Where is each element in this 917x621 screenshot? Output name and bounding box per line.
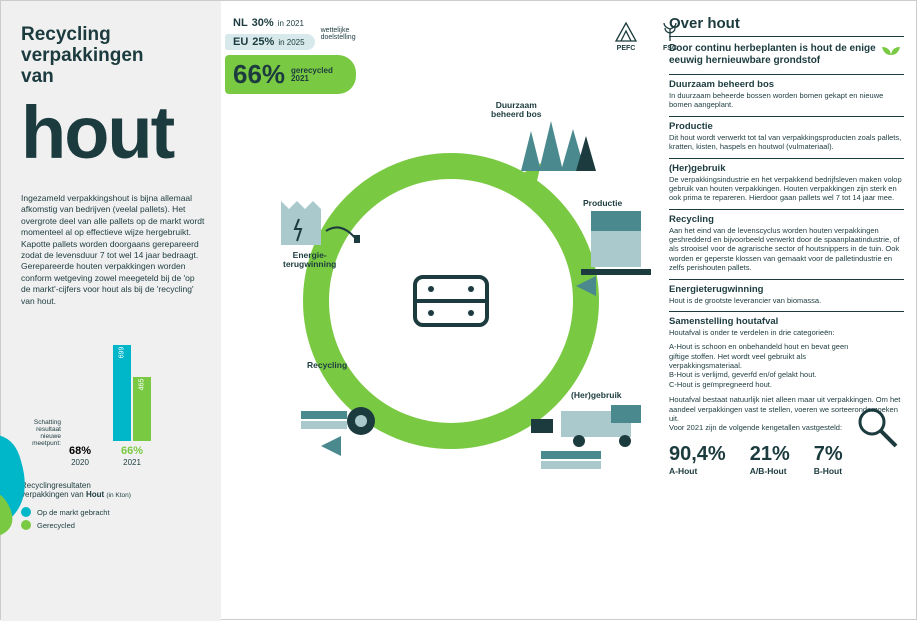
bar-recycled: 465 (133, 377, 151, 441)
bar-pct-2020: 68% (69, 445, 91, 457)
section-text: Houtafval is onder te verdelen in drie c… (669, 328, 904, 337)
stat-big: 66% gerecycled 2021 (225, 55, 356, 94)
section-text: In duurzaam beheerde bossen worden bomen… (669, 91, 904, 110)
stage-label: Duurzaam beheerd bos (491, 101, 542, 119)
bar-pct-2021: 66% (121, 445, 143, 457)
comp-pct: 90,4% (669, 443, 726, 466)
right-title: Over hout (669, 15, 904, 37)
bar-group-2020: 68% 2020 (69, 331, 91, 467)
chart-legend: Op de markt gebracht Gerecycled (21, 507, 205, 530)
legend-item: Op de markt gebracht (21, 507, 205, 517)
bar-value-recycled: 465 (139, 379, 146, 391)
stage-label: Recycling (307, 361, 347, 370)
section-heading: Recycling (669, 214, 904, 225)
bar-group-2021: 699 465 66% 2021 (113, 331, 151, 467)
badge-fsc: FSC (655, 21, 685, 52)
legend-label: Gerecycled (37, 521, 75, 530)
section-heading: (Her)gebruik (669, 163, 904, 174)
chart-title: Recyclingresultatenverpakkingen van Hout… (21, 481, 205, 499)
stage-label: Energie- terugwinning (283, 251, 336, 269)
intro-text: Ingezameld verpakkingshout is bijna alle… (21, 193, 205, 308)
comp-item: 90,4% A-Hout (669, 443, 726, 476)
section-text: Dit hout wordt verwerkt tot tal van verp… (669, 133, 904, 152)
section: Duurzaam beheerd bos In duurzaam beheerd… (669, 74, 904, 110)
cert-badges: PEFC FSC (611, 21, 685, 52)
left-pane: Recycling verpakkingen van hout Ingezame… (1, 1, 221, 621)
bar-year-2021: 2021 (123, 458, 141, 467)
title-big: hout (21, 90, 205, 175)
section: (Her)gebruik De verpakkingsindustrie en … (669, 158, 904, 203)
section-heading: Duurzaam beheerd bos (669, 79, 904, 90)
bar-chart: Schatting resultaat nieuwe meetpunt: 68%… (21, 337, 205, 467)
stat-big-label: gerecycled 2021 (291, 67, 333, 83)
magnifier-icon (856, 406, 900, 450)
stats-block: NL 30% in 2021 EU 25% in 2025 wettelijke… (225, 15, 356, 94)
section-text: Aan het eind van de levenscyclus worden … (669, 226, 904, 273)
section-text: Hout is de grootste leverancier van biom… (669, 296, 904, 305)
section-heading: Samenstelling houtafval (669, 316, 904, 327)
cycle-diagram: Duurzaam beheerd bos Productie (Her)gebr… (241, 91, 661, 511)
comp-pct: 21% (750, 443, 790, 466)
comp-label: A-Hout (669, 466, 726, 476)
comp-item: 7% B-Hout (814, 443, 843, 476)
sprout-icon (878, 41, 904, 67)
stat-side-label: wettelijke doelstelling (321, 27, 356, 42)
stage-label: Productie (583, 199, 622, 208)
categories-text: A-Hout is schoon en onbehandeld hout en … (669, 342, 904, 389)
comp-item: 21% A/B-Hout (750, 443, 790, 476)
comp-pct: 7% (814, 443, 843, 466)
section: Energieterugwinning Hout is de grootste … (669, 279, 904, 305)
stat-row-eu: EU 25% in 2025 (225, 34, 315, 50)
chart-note: Schatting resultaat nieuwe meetpunt: (16, 419, 61, 448)
section: Samenstelling houtafval Houtafval is ond… (669, 311, 904, 476)
badge-pefc: PEFC (611, 21, 641, 52)
bar-value-market: 699 (119, 347, 126, 359)
section: Productie Dit hout wordt verwerkt tot ta… (669, 116, 904, 152)
comp-label: A/B-Hout (750, 466, 790, 476)
right-lead: Door continu herbeplanten is hout de eni… (669, 43, 904, 66)
stat-big-pct: 66% (233, 59, 285, 90)
bar-year-2020: 2020 (71, 458, 89, 467)
legend-item: Gerecycled (21, 520, 205, 530)
section-heading: Energieterugwinning (669, 284, 904, 295)
legend-label: Op de markt gebracht (37, 508, 110, 517)
bar-market: 699 (113, 345, 131, 441)
stage-label: (Her)gebruik (571, 391, 622, 400)
comp-label: B-Hout (814, 466, 843, 476)
section-heading: Productie (669, 121, 904, 132)
section: Recycling Aan het eind van de levenscycl… (669, 209, 904, 273)
stat-row-nl: NL 30% in 2021 (225, 15, 315, 31)
title-small: Recycling verpakkingen van (21, 25, 205, 88)
section-text: De verpakkingsindustrie en het verpakken… (669, 175, 904, 203)
